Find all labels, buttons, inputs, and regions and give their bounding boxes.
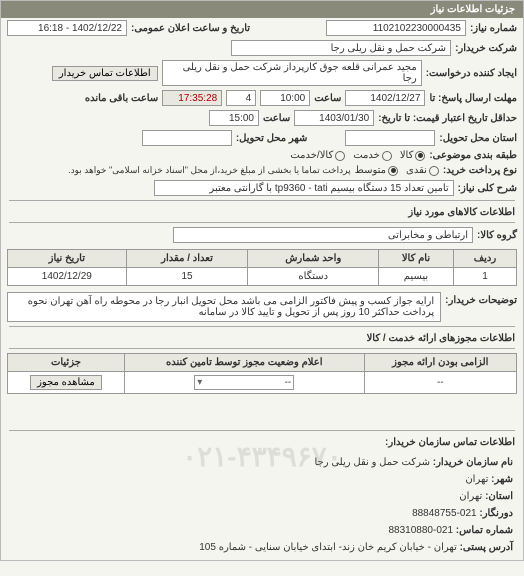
radio-icon — [429, 166, 439, 176]
contact-tel: 021-88310880 — [388, 525, 453, 536]
time-label-2: ساعت — [263, 113, 290, 124]
desc-label: شرح کلی نیاز: — [458, 183, 517, 194]
contact-phone-label: دورنگار: — [479, 508, 513, 519]
contact-prov-label: استان: — [485, 491, 513, 502]
requester-label: ایجاد کننده درخواست: — [426, 68, 517, 79]
payment-label: نوع پرداخت خرید: — [443, 165, 517, 176]
buyer-contact-button[interactable]: اطلاعات تماس خریدار — [52, 66, 158, 81]
lic-status-select[interactable]: -- — [194, 375, 294, 390]
validity-label: حداقل تاریخ اعتبار قیمت: تا تاریخ: — [378, 113, 517, 124]
items-table: ردیف نام کالا واحد شمارش تعداد / مقدار ت… — [7, 249, 517, 286]
col-unit: واحد شمارش — [248, 250, 379, 268]
license-table: الزامی بودن ارائه مجوز اعلام وضعیت مجوز … — [7, 353, 517, 394]
view-license-button[interactable]: مشاهده مجوز — [30, 375, 102, 390]
contact-addr: تهران - خیابان کریم خان زند- ابتدای خیاب… — [199, 542, 457, 553]
buyer-note-label: توضیحات خریدار: — [445, 292, 517, 306]
contact-phone: 021-88848755 — [412, 508, 477, 519]
lic-col-req: الزامی بودن ارائه مجوز — [364, 354, 516, 372]
packaging-label: طبقه بندی موضوعی: — [429, 150, 517, 161]
group-field: ارتباطی و مخابراتی — [173, 227, 473, 243]
payment-radio-group: نقدی متوسط — [355, 165, 439, 176]
payment-desc: پرداخت تماما یا بخشی از مبلغ خرید،از محل… — [68, 165, 350, 176]
buyer-org-field: شرکت حمل و نقل ریلی رجا — [231, 40, 451, 56]
panel-title: جزئیات اطلاعات نیاز — [1, 1, 523, 18]
radio-icon — [415, 151, 425, 161]
contact-city-label: شهر: — [491, 474, 513, 485]
lic-section-title: اطلاعات مجوزهای ارائه خدمت / کالا — [1, 329, 523, 346]
contact-prov: تهران — [459, 491, 482, 502]
announce-label: تاریخ و ساعت اعلان عمومی: — [131, 23, 250, 34]
pkg-kalakhadamat-radio[interactable]: کالا/خدمت — [290, 150, 345, 161]
validity-time-field: 15:00 — [209, 110, 259, 126]
buyer-note-box: ارایه جواز کسب و پیش فاکتور الزامی می با… — [7, 292, 441, 322]
contact-city: تهران — [465, 474, 488, 485]
time-label-1: ساعت — [314, 93, 341, 104]
radio-icon — [388, 166, 398, 176]
pay-motavaset-radio[interactable]: متوسط — [355, 165, 398, 176]
countdown-field: 17:35:28 — [162, 90, 222, 106]
group-label: گروه کالا: — [477, 230, 517, 241]
col-date: تاریخ نیاز — [8, 250, 127, 268]
desc-field: تامین تعداد 15 دستگاه بیسیم tp9360 - tat… — [154, 180, 454, 196]
pay-naqdi-radio[interactable]: نقدی — [406, 165, 439, 176]
items-section-title: اطلاعات کالاهای مورد نیاز — [1, 203, 523, 220]
table-row[interactable]: 1 بیسیم دستگاه 15 1402/12/29 — [8, 268, 517, 286]
col-idx: ردیف — [453, 250, 516, 268]
days-left-field: 4 — [226, 90, 256, 106]
contact-addr-label: آدرس پستی: — [460, 542, 513, 553]
radio-icon — [335, 151, 345, 161]
deadline-date-field: 1402/12/27 — [345, 90, 425, 106]
delivery-city-field — [142, 130, 232, 146]
contact-section-title: اطلاعات تماس سازمان خریدار: — [1, 433, 523, 450]
deadline-label: مهلت ارسال پاسخ: تا — [429, 93, 517, 104]
lic-col-details: جزئیات — [8, 354, 125, 372]
delivery-prov-field — [345, 130, 435, 146]
buyer-org-label: شرکت خریدار: — [455, 43, 517, 54]
delivery-city-label: شهر محل تحویل: — [236, 133, 308, 144]
radio-icon — [382, 151, 392, 161]
contact-org: شرکت حمل و نقل ریلی رجا — [315, 457, 430, 468]
delivery-prov-label: استان محل تحویل: — [439, 133, 517, 144]
contact-block: نام سازمان خریدار: شرکت حمل و نقل ریلی ر… — [1, 450, 523, 560]
req-no-label: شماره نیاز: — [470, 23, 517, 34]
lic-col-status: اعلام وضعیت مجوز توسط تامین کننده — [124, 354, 364, 372]
contact-org-label: نام سازمان خریدار: — [433, 457, 513, 468]
req-no-field: 1102102230000435 — [326, 20, 466, 36]
announce-field: 1402/12/22 - 16:18 — [7, 20, 127, 36]
need-details-panel: جزئیات اطلاعات نیاز شماره نیاز: 11021022… — [0, 0, 524, 561]
col-qty: تعداد / مقدار — [126, 250, 248, 268]
validity-date-field: 1403/01/30 — [294, 110, 374, 126]
deadline-time-field: 10:00 — [260, 90, 310, 106]
countdown-suffix: ساعت باقی مانده — [85, 93, 158, 104]
requester-field: مجید عمرانی قلعه جوق کارپرداز شرکت حمل و… — [162, 60, 422, 86]
col-name: نام کالا — [379, 250, 454, 268]
pkg-khadamat-radio[interactable]: خدمت — [353, 150, 392, 161]
contact-tel-label: شماره تماس: — [456, 525, 513, 536]
packaging-radio-group: کالا خدمت کالا/خدمت — [290, 150, 425, 161]
table-row: -- -- مشاهده مجوز — [8, 372, 517, 394]
pkg-kala-radio[interactable]: کالا — [400, 150, 426, 161]
